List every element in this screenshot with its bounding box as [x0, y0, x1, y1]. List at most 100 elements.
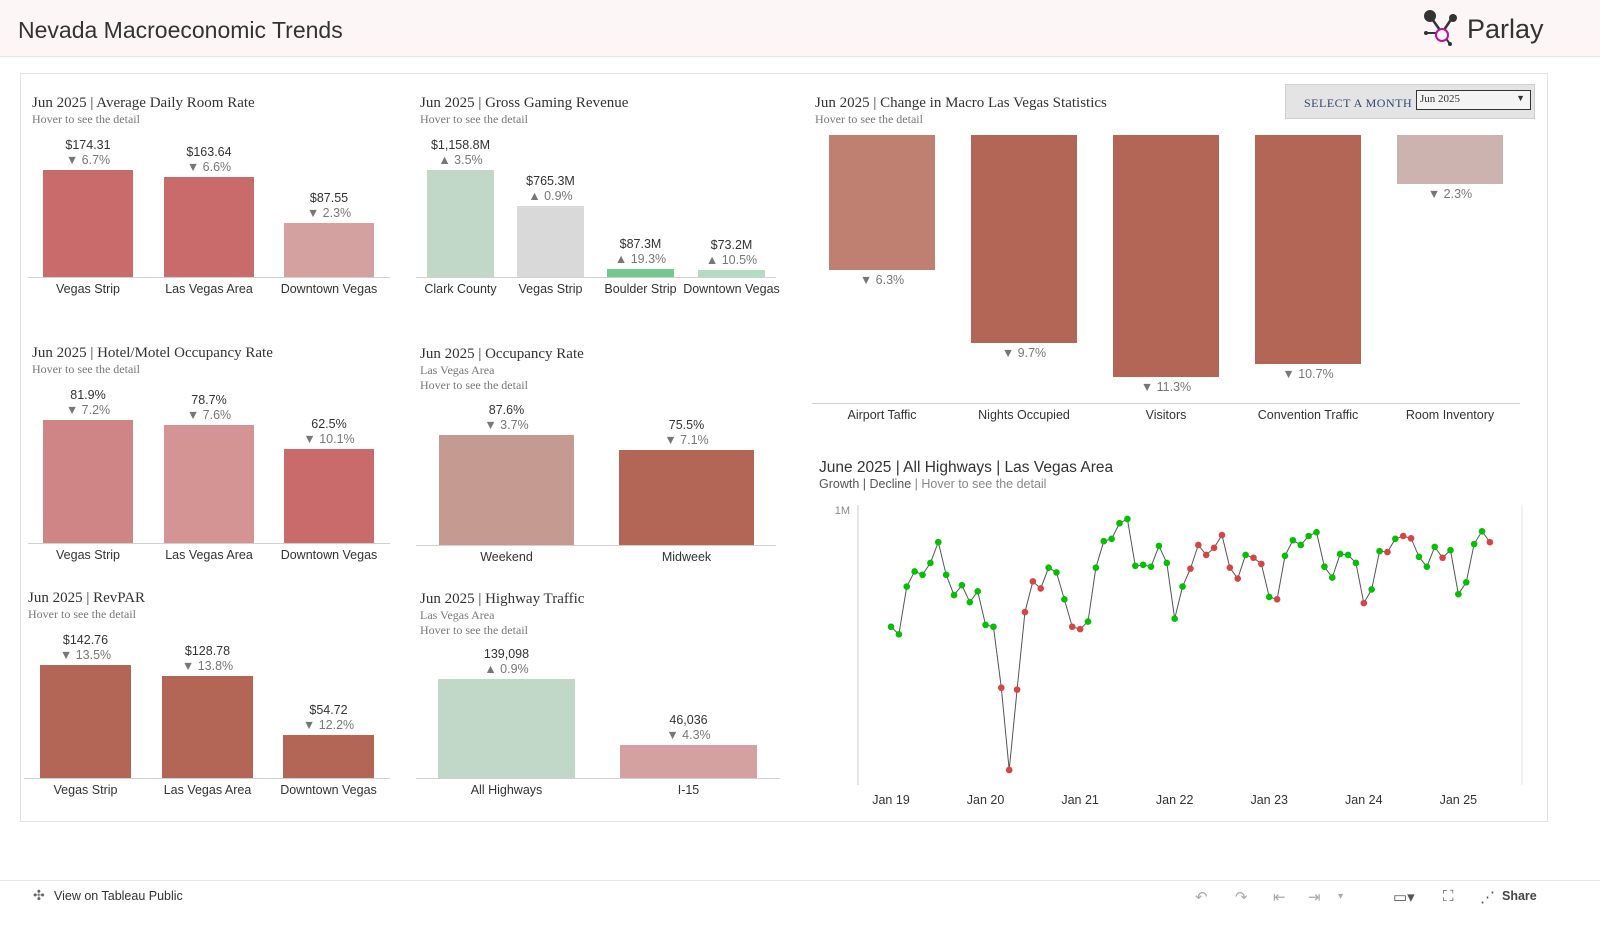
data-point[interactable] [1392, 535, 1399, 543]
data-point[interactable] [1076, 625, 1084, 633]
ggr-bar[interactable] [517, 206, 584, 277]
data-point[interactable] [1297, 541, 1305, 549]
data-point[interactable] [1131, 562, 1139, 570]
data-point[interactable] [958, 581, 966, 589]
month-select[interactable]: Jun 2025 ▼ [1416, 90, 1531, 110]
data-point[interactable] [1037, 585, 1045, 592]
refresh-icon[interactable]: ⇥ [1308, 889, 1321, 906]
ggr-bar[interactable] [698, 270, 765, 277]
data-point[interactable] [1423, 563, 1431, 571]
hotel_occ-bar[interactable] [164, 424, 254, 543]
data-point[interactable] [1210, 544, 1218, 552]
data-point[interactable] [1289, 536, 1297, 544]
revpar-bar[interactable] [283, 734, 374, 778]
data-point[interactable] [1281, 552, 1289, 560]
undo-icon[interactable]: ↶ [1195, 889, 1208, 906]
data-point[interactable] [1478, 527, 1486, 535]
data-point[interactable] [1265, 593, 1273, 601]
data-point[interactable] [1486, 538, 1494, 546]
data-point[interactable] [1218, 531, 1226, 539]
share-button[interactable]: Share [1502, 889, 1537, 903]
macro-bar[interactable] [1113, 135, 1219, 377]
macro-bar[interactable] [1255, 135, 1361, 365]
data-point[interactable] [1439, 554, 1446, 562]
data-point[interactable] [1124, 515, 1131, 523]
data-point[interactable] [1226, 564, 1234, 571]
highway-bar[interactable] [620, 745, 757, 778]
hotel_occ-bar[interactable] [43, 420, 133, 543]
data-point[interactable] [1092, 564, 1100, 571]
highway-bar[interactable] [438, 679, 575, 778]
data-point[interactable] [1155, 542, 1163, 550]
data-point[interactable] [1431, 543, 1439, 551]
data-point[interactable] [1116, 519, 1123, 527]
data-point[interactable] [1021, 608, 1029, 616]
data-point[interactable] [1084, 618, 1092, 625]
data-point[interactable] [1147, 563, 1155, 571]
pause-dropdown-icon[interactable]: ▾ [1338, 891, 1344, 902]
data-point[interactable] [942, 571, 950, 579]
adr-bar[interactable] [284, 223, 374, 277]
data-point[interactable] [1068, 623, 1076, 631]
data-point[interactable] [1384, 548, 1391, 556]
data-point[interactable] [1470, 540, 1478, 548]
data-point[interactable] [903, 583, 911, 590]
share-icon[interactable]: ⋰ [1480, 889, 1495, 906]
data-point[interactable] [1171, 615, 1178, 623]
data-point[interactable] [1013, 686, 1021, 693]
data-point[interactable] [1061, 596, 1068, 603]
data-point[interactable] [1005, 766, 1013, 774]
data-point[interactable] [1360, 599, 1368, 607]
data-point[interactable] [911, 568, 918, 575]
data-point[interactable] [1273, 596, 1281, 603]
data-point[interactable] [1455, 590, 1462, 598]
data-point[interactable] [1234, 575, 1242, 582]
data-point[interactable] [1447, 546, 1454, 554]
data-point[interactable] [1328, 574, 1336, 581]
data-point[interactable] [1462, 579, 1470, 586]
revpar-bar[interactable] [40, 665, 131, 778]
data-point[interactable] [1029, 578, 1037, 585]
data-point[interactable] [1100, 537, 1108, 545]
comment-icon[interactable]: ▭▾ [1393, 889, 1415, 906]
data-point[interactable] [895, 631, 903, 638]
data-point[interactable] [1045, 564, 1052, 571]
data-point[interactable] [1368, 586, 1375, 593]
data-point[interactable] [1202, 551, 1210, 559]
revpar-bar[interactable] [162, 676, 253, 778]
data-point[interactable] [1179, 583, 1186, 590]
data-point[interactable] [1108, 535, 1115, 543]
data-point[interactable] [1258, 560, 1265, 568]
data-point[interactable] [1195, 541, 1202, 549]
redo-icon[interactable]: ↷ [1235, 889, 1248, 906]
data-point[interactable] [1242, 551, 1249, 559]
data-point[interactable] [1407, 535, 1415, 542]
data-point[interactable] [1376, 547, 1383, 555]
data-point[interactable] [919, 571, 926, 579]
data-point[interactable] [934, 538, 942, 546]
data-point[interactable] [887, 623, 895, 631]
macro-bar[interactable] [971, 135, 1077, 343]
data-point[interactable] [1352, 559, 1360, 567]
data-point[interactable] [1336, 550, 1344, 558]
ggr-bar[interactable] [607, 268, 674, 277]
data-point[interactable] [990, 623, 997, 631]
data-point[interactable] [1399, 532, 1407, 540]
revert-icon[interactable]: ⇤ [1273, 889, 1286, 906]
fullscreen-icon[interactable]: ⛶ [1443, 888, 1454, 905]
data-point[interactable] [1321, 563, 1328, 571]
data-point[interactable] [1163, 559, 1171, 567]
occ_rate-bar[interactable] [439, 435, 574, 545]
parlay-logo[interactable]: Parlay [1422, 8, 1552, 48]
data-point[interactable] [1139, 561, 1147, 569]
data-point[interactable] [1187, 565, 1194, 572]
hotel_occ-bar[interactable] [284, 449, 374, 543]
data-point[interactable] [927, 559, 934, 567]
adr-bar[interactable] [43, 170, 133, 277]
view-on-tableau-link[interactable]: View on Tableau Public [54, 889, 183, 903]
data-point[interactable] [974, 588, 981, 595]
data-point[interactable] [1415, 553, 1423, 561]
data-point[interactable] [950, 591, 958, 599]
data-point[interactable] [1250, 554, 1257, 562]
adr-bar[interactable] [164, 176, 254, 277]
